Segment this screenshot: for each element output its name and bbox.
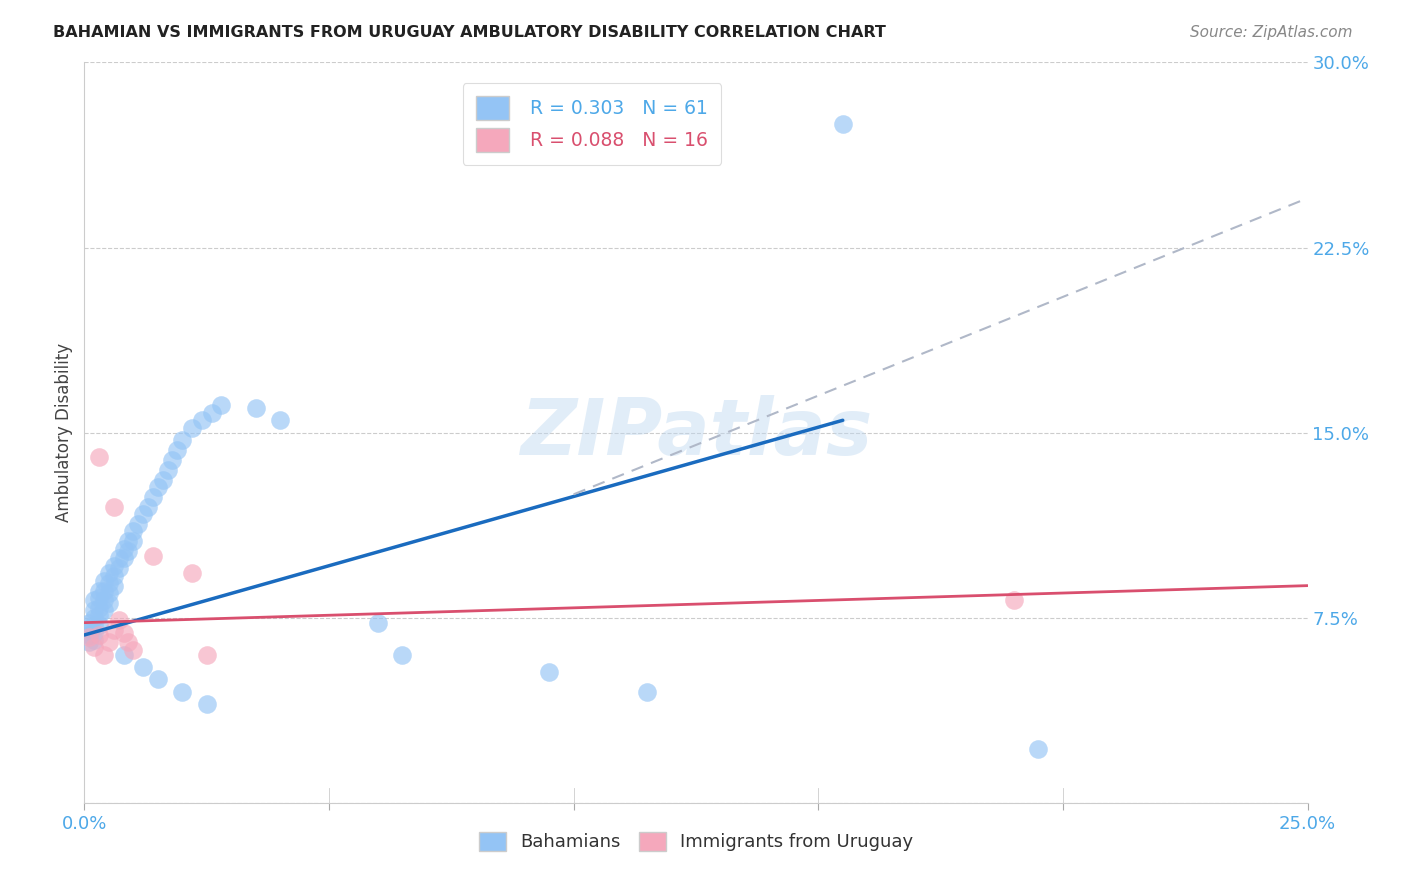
Point <box>195 697 218 711</box>
Point <box>636 685 658 699</box>
Point <box>103 579 125 593</box>
Point <box>77 615 100 630</box>
Point <box>162 452 184 467</box>
Point <box>209 399 232 413</box>
Point <box>77 628 100 642</box>
Point <box>122 642 145 657</box>
Point <box>97 586 120 600</box>
Point <box>181 420 204 434</box>
Point <box>831 117 853 131</box>
Point <box>77 631 100 645</box>
Point <box>93 583 115 598</box>
Point <box>83 610 105 624</box>
Point <box>77 621 100 635</box>
Point <box>87 628 110 642</box>
Point <box>122 534 145 549</box>
Point <box>87 600 110 615</box>
Point <box>181 566 204 581</box>
Point <box>93 603 115 617</box>
Point <box>269 413 291 427</box>
Point <box>103 500 125 514</box>
Point <box>107 561 129 575</box>
Point <box>146 480 169 494</box>
Point <box>112 648 135 662</box>
Point <box>122 524 145 539</box>
Point <box>83 593 105 607</box>
Point <box>87 618 110 632</box>
Point <box>83 625 105 640</box>
Point <box>83 618 105 632</box>
Point <box>152 473 174 487</box>
Text: Source: ZipAtlas.com: Source: ZipAtlas.com <box>1189 25 1353 40</box>
Point <box>142 549 165 563</box>
Point <box>166 442 188 457</box>
Point <box>367 615 389 630</box>
Point <box>103 568 125 582</box>
Text: ZIPatlas: ZIPatlas <box>520 394 872 471</box>
Point <box>172 433 194 447</box>
Point <box>97 566 120 581</box>
Point <box>146 673 169 687</box>
Point <box>87 591 110 605</box>
Point <box>195 648 218 662</box>
Point <box>107 613 129 627</box>
Point <box>117 544 139 558</box>
Point <box>112 541 135 556</box>
Point <box>83 603 105 617</box>
Point <box>391 648 413 662</box>
Point <box>87 583 110 598</box>
Point <box>103 623 125 637</box>
Y-axis label: Ambulatory Disability: Ambulatory Disability <box>55 343 73 522</box>
Point <box>97 635 120 649</box>
Point <box>136 500 159 514</box>
Point <box>107 551 129 566</box>
Point <box>117 534 139 549</box>
Point <box>245 401 267 415</box>
Text: BAHAMIAN VS IMMIGRANTS FROM URUGUAY AMBULATORY DISABILITY CORRELATION CHART: BAHAMIAN VS IMMIGRANTS FROM URUGUAY AMBU… <box>53 25 886 40</box>
Point <box>97 596 120 610</box>
Point <box>97 576 120 591</box>
Point <box>83 632 105 647</box>
Point <box>87 608 110 623</box>
Point <box>142 490 165 504</box>
Point <box>156 462 179 476</box>
Legend: Bahamians, Immigrants from Uruguay: Bahamians, Immigrants from Uruguay <box>470 823 922 861</box>
Point <box>117 635 139 649</box>
Point <box>132 660 155 674</box>
Point <box>93 648 115 662</box>
Point <box>103 558 125 573</box>
Point <box>127 516 149 531</box>
Point <box>191 413 214 427</box>
Point <box>172 685 194 699</box>
Point <box>77 635 100 649</box>
Point <box>200 406 222 420</box>
Point <box>93 593 115 607</box>
Point <box>112 551 135 566</box>
Point <box>1002 593 1025 607</box>
Point <box>1028 741 1050 756</box>
Point <box>83 640 105 655</box>
Point <box>93 574 115 588</box>
Point <box>132 507 155 521</box>
Point <box>538 665 561 679</box>
Point <box>87 450 110 465</box>
Point <box>112 625 135 640</box>
